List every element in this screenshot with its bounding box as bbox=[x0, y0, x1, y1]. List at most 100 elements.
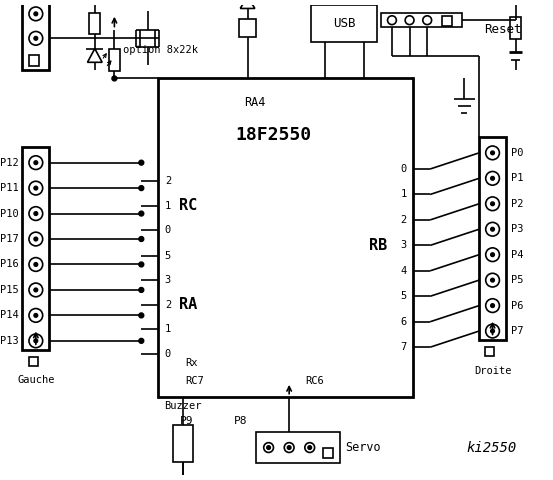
Text: RA4: RA4 bbox=[244, 96, 266, 109]
Circle shape bbox=[34, 263, 38, 266]
Circle shape bbox=[34, 339, 38, 343]
Bar bbox=[257, 432, 340, 463]
Bar bbox=[324, 448, 333, 458]
Circle shape bbox=[34, 186, 38, 190]
Circle shape bbox=[423, 16, 431, 24]
Text: Servo: Servo bbox=[346, 441, 381, 454]
Circle shape bbox=[284, 443, 294, 453]
Text: Rx: Rx bbox=[185, 359, 198, 368]
Circle shape bbox=[308, 446, 311, 449]
Text: P6: P6 bbox=[511, 300, 523, 311]
Circle shape bbox=[491, 228, 494, 231]
Circle shape bbox=[34, 36, 38, 40]
Bar bbox=[22, 0, 49, 70]
Text: USB: USB bbox=[333, 17, 356, 30]
Circle shape bbox=[139, 211, 144, 216]
Text: RB: RB bbox=[369, 238, 387, 253]
Text: RA: RA bbox=[179, 297, 197, 312]
Circle shape bbox=[388, 16, 397, 24]
Text: P8: P8 bbox=[234, 416, 247, 426]
Circle shape bbox=[34, 212, 38, 216]
Text: Reset: Reset bbox=[484, 23, 521, 36]
Circle shape bbox=[486, 197, 499, 211]
Circle shape bbox=[139, 313, 144, 318]
Text: P5: P5 bbox=[511, 275, 523, 285]
Bar bbox=[90, 13, 100, 35]
Text: 1: 1 bbox=[165, 324, 171, 334]
Bar bbox=[239, 19, 256, 37]
Text: 1: 1 bbox=[400, 190, 406, 200]
Text: 7: 7 bbox=[400, 342, 406, 352]
Text: P2: P2 bbox=[511, 199, 523, 209]
Circle shape bbox=[305, 443, 315, 453]
Text: 2: 2 bbox=[400, 215, 406, 225]
Text: RC7: RC7 bbox=[185, 376, 204, 386]
Text: ki2550: ki2550 bbox=[466, 441, 517, 455]
Text: P17: P17 bbox=[0, 234, 19, 244]
Text: P15: P15 bbox=[0, 285, 19, 295]
Circle shape bbox=[139, 262, 144, 267]
Text: 2: 2 bbox=[165, 176, 171, 186]
Circle shape bbox=[405, 16, 414, 24]
Circle shape bbox=[29, 309, 43, 322]
Text: 2: 2 bbox=[165, 300, 171, 310]
Circle shape bbox=[29, 334, 43, 348]
Text: 6: 6 bbox=[400, 317, 406, 327]
Text: 0: 0 bbox=[165, 348, 171, 359]
Text: 1: 1 bbox=[165, 201, 171, 211]
Circle shape bbox=[491, 177, 494, 180]
Circle shape bbox=[288, 446, 291, 449]
Text: P13: P13 bbox=[0, 336, 19, 346]
Bar bbox=[159, 78, 413, 396]
Text: 3: 3 bbox=[400, 240, 406, 251]
Bar bbox=[479, 137, 506, 340]
Text: P9: P9 bbox=[180, 416, 194, 426]
Circle shape bbox=[491, 202, 494, 205]
Circle shape bbox=[34, 12, 38, 16]
Text: 5: 5 bbox=[400, 291, 406, 301]
Circle shape bbox=[491, 329, 494, 333]
Circle shape bbox=[486, 146, 499, 160]
Circle shape bbox=[486, 273, 499, 287]
Circle shape bbox=[486, 299, 499, 312]
Bar bbox=[109, 49, 120, 71]
Text: Droite: Droite bbox=[474, 366, 512, 376]
Text: P3: P3 bbox=[511, 224, 523, 234]
Circle shape bbox=[139, 186, 144, 191]
Bar bbox=[381, 13, 462, 27]
Text: P4: P4 bbox=[511, 250, 523, 260]
Text: option 8x22k: option 8x22k bbox=[123, 45, 198, 55]
Circle shape bbox=[29, 207, 43, 220]
Text: P16: P16 bbox=[0, 260, 19, 269]
Bar bbox=[29, 357, 38, 366]
Circle shape bbox=[34, 288, 38, 292]
Circle shape bbox=[267, 446, 270, 449]
Circle shape bbox=[486, 324, 499, 338]
Text: P12: P12 bbox=[0, 157, 19, 168]
Text: RC: RC bbox=[179, 198, 197, 213]
Circle shape bbox=[29, 7, 43, 21]
Circle shape bbox=[34, 313, 38, 317]
Circle shape bbox=[491, 278, 494, 282]
Bar bbox=[510, 17, 521, 39]
Circle shape bbox=[29, 156, 43, 169]
Bar bbox=[486, 347, 494, 356]
Circle shape bbox=[139, 338, 144, 343]
Text: P11: P11 bbox=[0, 183, 19, 193]
Bar bbox=[442, 16, 452, 25]
Circle shape bbox=[34, 161, 38, 165]
Text: RC6: RC6 bbox=[305, 376, 324, 386]
Circle shape bbox=[29, 283, 43, 297]
Circle shape bbox=[29, 32, 43, 45]
Circle shape bbox=[139, 160, 144, 165]
Text: Gauche: Gauche bbox=[17, 375, 55, 385]
Bar bbox=[29, 55, 39, 66]
Circle shape bbox=[491, 253, 494, 256]
Text: 18F2550: 18F2550 bbox=[235, 126, 311, 144]
Bar bbox=[173, 425, 193, 461]
Bar bbox=[311, 5, 377, 42]
Text: 4: 4 bbox=[400, 266, 406, 276]
Circle shape bbox=[491, 151, 494, 155]
Text: P10: P10 bbox=[0, 209, 19, 218]
Circle shape bbox=[264, 443, 274, 453]
